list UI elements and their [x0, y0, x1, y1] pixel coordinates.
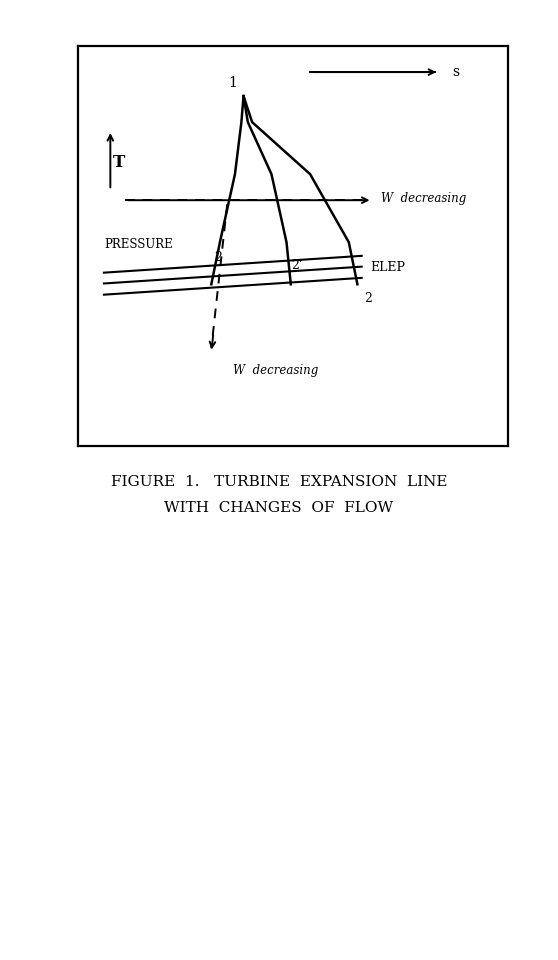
Text: FIGURE  1.   TURBINE  EXPANSION  LINE: FIGURE 1. TURBINE EXPANSION LINE — [110, 475, 448, 490]
Text: 1: 1 — [228, 76, 237, 90]
Text: W  decreasing: W decreasing — [381, 192, 466, 204]
Text: s: s — [452, 65, 459, 79]
Text: 2’: 2’ — [291, 259, 303, 273]
Text: ELEP: ELEP — [371, 260, 405, 274]
Text: PRESSURE: PRESSURE — [104, 238, 172, 251]
Text: WITH  CHANGES  OF  FLOW: WITH CHANGES OF FLOW — [165, 501, 393, 516]
Text: T: T — [113, 154, 125, 171]
Text: 2: 2 — [214, 252, 222, 264]
Text: 2: 2 — [364, 292, 372, 305]
Text: W  decreasing: W decreasing — [233, 365, 318, 377]
